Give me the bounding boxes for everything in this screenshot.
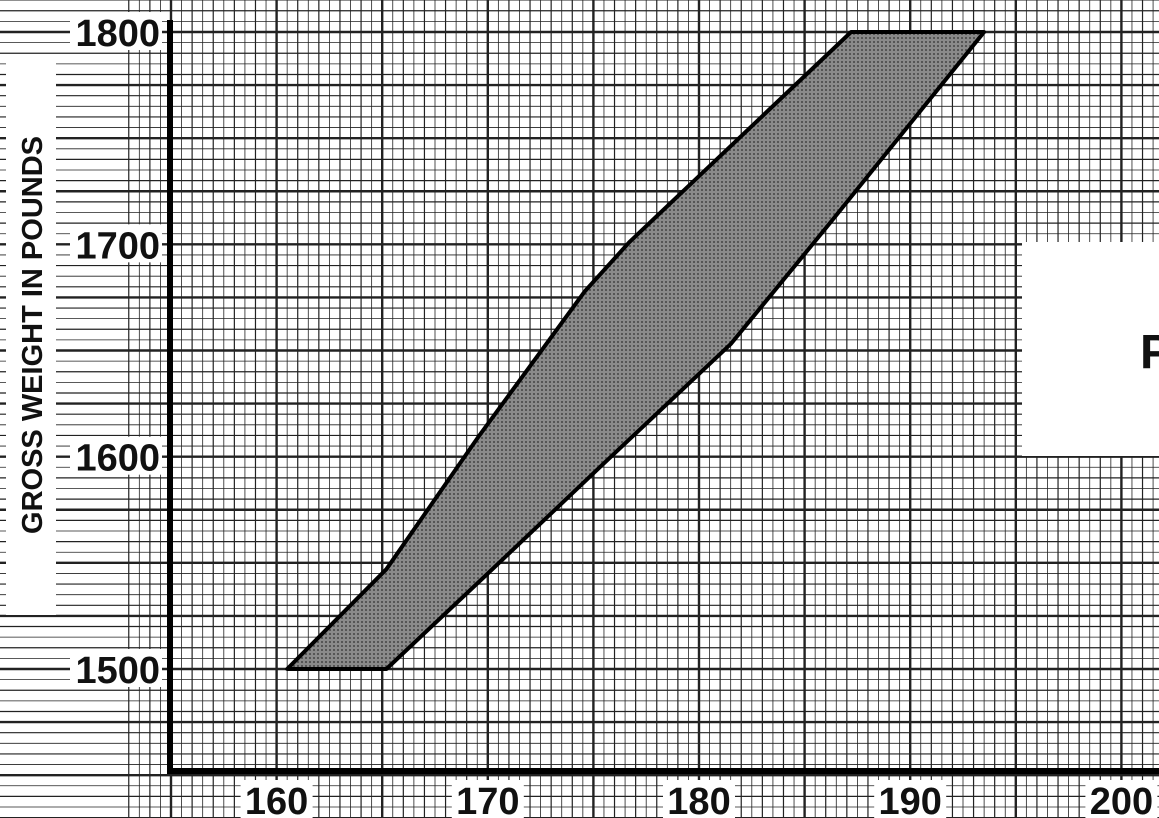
weight-band-polygon [285,30,987,671]
weight-band [285,30,987,671]
x-tick-label-bg [240,780,313,818]
x-tick-label-bg [1085,780,1158,818]
y-tick-label-bg [70,436,162,475]
y-tick-label: 1500 [75,650,160,692]
x-tick-label-bg [663,780,735,818]
x-tick-label: 190 [878,781,941,818]
x-tick-label: 170 [456,781,519,818]
x-tick-label-bg [451,780,524,818]
x-tick-label: 160 [245,781,308,818]
y-tick-labels: 1500 1600 1700 1800 [70,12,162,692]
side-panel: P [1022,242,1159,456]
y-tick-label-bg [70,224,162,263]
y-tick-label: 1700 [75,225,160,267]
y-tick-label-bg [70,649,162,687]
x-tick-labels: 160 170 180 190 200 [240,780,1158,818]
axes [167,20,1159,774]
y-tick-label-bg [70,12,162,51]
y-tick-label: 1600 [75,438,160,480]
side-panel-text: P [1140,326,1159,379]
x-tick-label-bg [874,780,947,818]
side-panel-box [1022,242,1159,456]
y-axis-title-group: GROSS WEIGHT IN POUNDS [6,55,56,615]
y-tick-label: 1800 [75,13,160,55]
x-tick-label: 180 [667,781,730,818]
x-tick-label: 200 [1090,781,1153,818]
y-axis-title: GROSS WEIGHT IN POUNDS [17,136,49,534]
y-axis-title-box [6,55,56,615]
